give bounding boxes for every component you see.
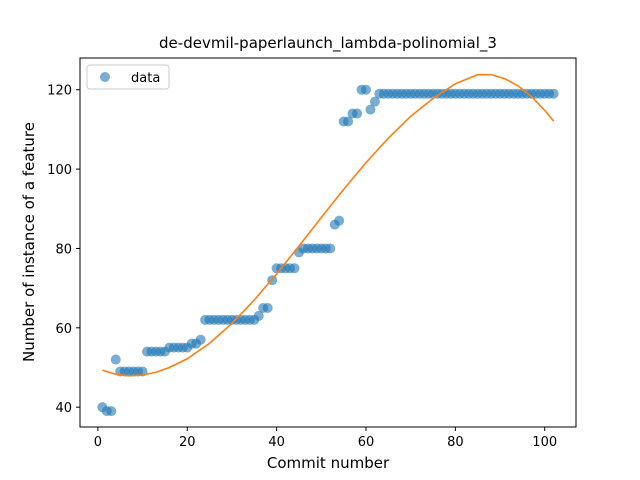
y-tick-label: 60 xyxy=(55,322,72,337)
data-point xyxy=(253,310,264,321)
scatter-series-data xyxy=(97,84,559,417)
y-tick-label: 40 xyxy=(55,401,72,416)
x-tick-label: 60 xyxy=(358,435,375,450)
fit-line xyxy=(102,73,555,377)
data-point xyxy=(369,96,380,107)
data-point xyxy=(110,354,121,365)
data-point xyxy=(360,84,371,95)
data-point xyxy=(343,116,354,127)
data-point xyxy=(289,263,300,274)
x-tick-label: 20 xyxy=(179,435,196,450)
plot-area xyxy=(97,73,559,417)
data-point xyxy=(106,406,117,417)
data-point xyxy=(195,334,206,345)
y-tick-label: 100 xyxy=(47,163,72,178)
y-tick-label: 120 xyxy=(47,84,72,99)
legend-box xyxy=(86,64,170,90)
x-tick-label: 40 xyxy=(268,435,285,450)
data-point xyxy=(548,88,559,99)
data-point xyxy=(365,104,376,115)
x-axis-label: Commit number xyxy=(267,454,390,472)
legend-marker-data xyxy=(100,72,110,82)
chart-title: de-devmil-paperlaunch_lambda-polinomial_… xyxy=(159,34,497,53)
x-tick-label: 100 xyxy=(532,435,557,450)
y-tick-label: 80 xyxy=(55,242,72,257)
legend: data xyxy=(86,64,170,90)
x-axis: 0 20 40 60 80 100 xyxy=(94,427,557,450)
data-point xyxy=(352,108,363,119)
data-point xyxy=(262,302,273,313)
y-axis-label: Number of instance of a feature xyxy=(20,122,38,362)
x-tick-label: 80 xyxy=(447,435,464,450)
x-tick-label: 0 xyxy=(94,435,102,450)
data-point xyxy=(334,215,345,226)
axes-frame xyxy=(79,57,577,428)
legend-label-data: data xyxy=(131,71,160,86)
data-point xyxy=(325,243,336,254)
y-axis: 40 60 80 100 120 xyxy=(47,84,80,416)
